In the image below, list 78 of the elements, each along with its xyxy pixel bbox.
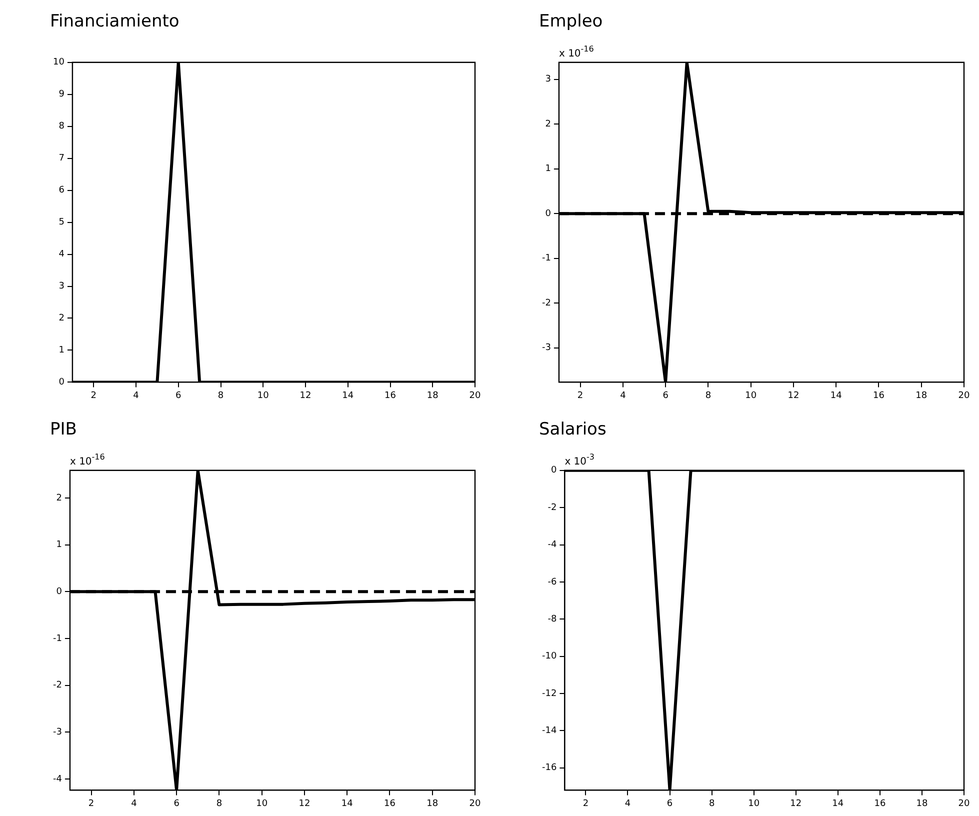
x-tick-label: 14 [832, 798, 844, 809]
x-tick-label: 14 [830, 390, 842, 401]
x-tick-label: 2 [577, 390, 584, 401]
x-tick-label: 20 [469, 390, 481, 401]
y-tick-label: -12 [542, 688, 557, 699]
y-tick-label: -10 [542, 652, 557, 662]
x-tick-label: 10 [748, 798, 760, 809]
x-tick-label: 18 [916, 798, 928, 809]
x-tick-label: 16 [384, 390, 396, 401]
x-tick-label: 8 [708, 798, 715, 809]
y-tick-label: -8 [548, 614, 557, 624]
y-tick-label: 2 [56, 493, 62, 504]
x-tick-label: 16 [873, 390, 885, 401]
y-tick-label: -14 [542, 726, 557, 736]
y-tick-label: -4 [52, 774, 62, 784]
x-tick-label: 4 [624, 798, 631, 809]
y-tick-label: 3 [58, 282, 64, 292]
y-tick-label: 1 [545, 164, 551, 174]
y-tick-label: 6 [58, 186, 65, 196]
y-tick-label: 8 [58, 122, 65, 132]
y-tick-label: -6 [548, 577, 557, 588]
y-tick-label: 1 [56, 540, 62, 550]
y-tick-label: 9 [58, 90, 65, 100]
x-tick-label: 4 [133, 390, 140, 401]
y-tick-label: -3 [52, 727, 62, 738]
y-tick-label: 5 [58, 218, 64, 228]
x-tick-label: 20 [958, 390, 970, 401]
x-tick-label: 8 [216, 798, 222, 809]
x-tick-label: 10 [745, 390, 757, 401]
chart-title: Salarios [539, 420, 606, 440]
chart-title: Empleo [539, 12, 603, 32]
y-tick-label: -1 [52, 634, 62, 644]
y-tick-label: 0 [56, 587, 62, 598]
x-tick-label: 18 [426, 390, 439, 401]
x-tick-label: 16 [874, 798, 886, 809]
x-tick-label: 18 [916, 390, 928, 401]
x-tick-label: 2 [582, 798, 589, 809]
y-tick-label: 0 [58, 378, 65, 388]
x-tick-label: 12 [788, 390, 800, 401]
x-tick-label: 16 [384, 798, 396, 809]
x-tick-label: 4 [620, 390, 626, 401]
y-tick-label: -3 [542, 343, 551, 354]
x-tick-label: 20 [958, 798, 970, 809]
y-tick-label: 1 [58, 346, 64, 356]
y-tick-label: 7 [58, 154, 64, 164]
y-tick-label: -4 [548, 540, 557, 550]
y-tick-label: 0 [550, 466, 557, 476]
y-tick-label: -1 [542, 254, 551, 264]
chart-title: Financiamiento [50, 12, 180, 32]
x-tick-label: 14 [342, 390, 354, 401]
x-tick-label: 8 [218, 390, 224, 401]
y-tick-label: -16 [542, 763, 557, 774]
x-tick-label: 2 [88, 798, 94, 809]
x-tick-label: 10 [257, 390, 270, 401]
x-tick-label: 14 [341, 798, 354, 809]
y-tick-label: 3 [545, 74, 551, 85]
chart-title: PIB [50, 420, 77, 440]
x-tick-label: 10 [256, 798, 268, 809]
x-tick-label: 12 [790, 798, 802, 809]
x-tick-label: 18 [426, 798, 438, 809]
y-tick-label: 2 [545, 119, 551, 130]
y-tick-label: -2 [52, 680, 62, 691]
y-tick-label: 0 [545, 208, 552, 219]
x-tick-label: 12 [300, 390, 312, 401]
x-tick-label: 6 [176, 390, 182, 401]
y-tick-label: 10 [53, 58, 65, 68]
x-tick-label: 6 [666, 798, 673, 809]
x-tick-label: 20 [469, 798, 481, 809]
y-tick-label: -2 [548, 502, 557, 513]
y-tick-label: 2 [58, 314, 64, 324]
x-tick-label: 2 [90, 390, 97, 401]
y-tick-label: -2 [542, 298, 551, 308]
y-tick-label: 4 [58, 250, 65, 260]
x-tick-label: 6 [174, 798, 180, 809]
x-tick-label: 8 [705, 390, 712, 401]
x-tick-label: 4 [131, 798, 138, 809]
x-tick-label: 12 [298, 798, 310, 809]
x-tick-label: 6 [662, 390, 669, 401]
